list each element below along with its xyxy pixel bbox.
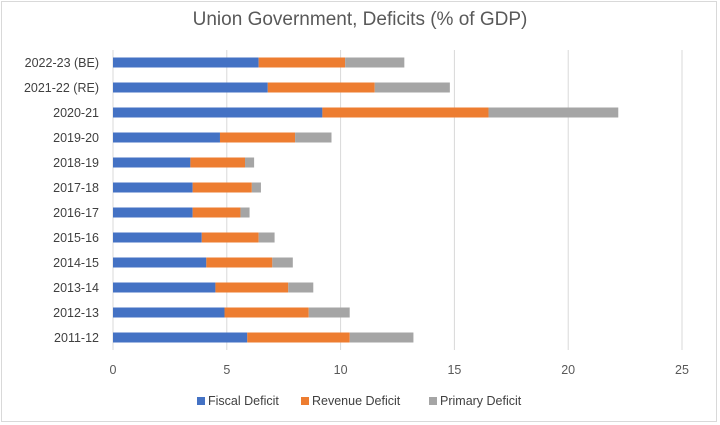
bar-segment-primary-deficit <box>374 82 450 93</box>
category-label: 2013-14 <box>53 281 99 295</box>
legend-swatch <box>429 397 437 405</box>
bar-segment-revenue-deficit <box>219 132 296 143</box>
bar-segment-fiscal-deficit <box>113 107 323 118</box>
category-label: 2017-18 <box>53 181 99 195</box>
x-tick-label: 10 <box>334 363 348 377</box>
bar-segment-fiscal-deficit <box>113 57 259 68</box>
bar-segment-revenue-deficit <box>322 107 489 118</box>
bar-segment-fiscal-deficit <box>113 232 202 243</box>
bar-segment-revenue-deficit <box>247 332 350 343</box>
bar-segment-revenue-deficit <box>258 57 346 68</box>
bar-segment-primary-deficit <box>251 182 261 193</box>
gridlines <box>112 50 683 350</box>
legend: Fiscal Deficit Revenue Deficit Primary Def… <box>197 394 522 408</box>
bar-segment-primary-deficit <box>308 307 350 318</box>
bar-segment-revenue-deficit <box>201 232 259 243</box>
bar-segment-primary-deficit <box>272 257 293 268</box>
x-tick-label: 0 <box>110 363 117 377</box>
category-label: 2021-22 (RE) <box>24 81 99 95</box>
x-tick-label: 25 <box>675 363 689 377</box>
bar-segment-fiscal-deficit <box>113 307 225 318</box>
bar-segment-primary-deficit <box>345 57 405 68</box>
category-label: 2022-23 (BE) <box>25 56 99 70</box>
bar-segment-revenue-deficit <box>224 307 309 318</box>
category-axis: 2022-23 (BE) 2021-22 (RE) 2020-21 2019-20 20… <box>24 56 99 345</box>
category-label: 2012-13 <box>53 306 99 320</box>
bar-segment-fiscal-deficit <box>113 282 216 293</box>
bar-segment-primary-deficit <box>349 332 414 343</box>
legend-swatch <box>301 397 309 405</box>
category-label: 2018-19 <box>53 156 99 170</box>
bar-segment-primary-deficit <box>245 157 255 168</box>
bar-segment-fiscal-deficit <box>113 157 191 168</box>
x-tick-label: 5 <box>223 363 230 377</box>
category-label: 2014-15 <box>53 256 99 270</box>
value-axis: 0 5 10 15 20 25 <box>110 363 689 377</box>
bar-segment-revenue-deficit <box>267 82 375 93</box>
legend-item: Revenue Deficit <box>301 394 401 408</box>
bar-segment-fiscal-deficit <box>113 82 268 93</box>
legend-label: Revenue Deficit <box>312 394 401 408</box>
bar-segment-primary-deficit <box>295 132 332 143</box>
bar-segment-primary-deficit <box>488 107 619 118</box>
category-label: 2015-16 <box>53 231 99 245</box>
bar-segment-revenue-deficit <box>190 157 246 168</box>
bar-segment-fiscal-deficit <box>113 332 248 343</box>
bar-segment-primary-deficit <box>240 207 250 218</box>
legend-swatch <box>197 397 205 405</box>
chart-title: Union Government, Deficits (% of GDP) <box>193 9 528 30</box>
category-label: 2019-20 <box>53 131 99 145</box>
bar-segment-fiscal-deficit <box>113 182 193 193</box>
bar-segment-revenue-deficit <box>192 207 241 218</box>
category-label: 2016-17 <box>53 206 99 220</box>
category-label: 2020-21 <box>53 106 99 120</box>
bar-segment-revenue-deficit <box>215 282 289 293</box>
bar-segment-primary-deficit <box>288 282 314 293</box>
bar-segment-primary-deficit <box>258 232 275 243</box>
category-label: 2011-12 <box>54 331 99 345</box>
legend-label: Primary Deficit <box>440 394 522 408</box>
legend-label: Fiscal Deficit <box>208 394 279 408</box>
bar-segment-revenue-deficit <box>192 182 252 193</box>
bar-segment-fiscal-deficit <box>113 207 193 218</box>
bar-segment-fiscal-deficit <box>113 257 207 268</box>
bar-segment-revenue-deficit <box>206 257 273 268</box>
legend-item: Fiscal Deficit <box>197 394 279 408</box>
x-tick-label: 15 <box>447 363 461 377</box>
legend-item: Primary Deficit <box>429 394 522 408</box>
x-tick-label: 20 <box>561 363 575 377</box>
bar-segment-fiscal-deficit <box>113 132 220 143</box>
bars <box>113 57 619 343</box>
